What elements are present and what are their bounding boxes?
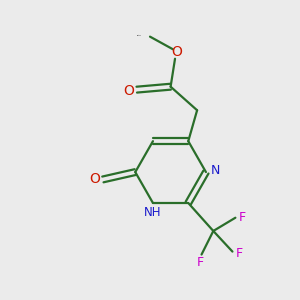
- Text: N: N: [211, 164, 220, 177]
- Text: O: O: [89, 172, 100, 186]
- Text: F: F: [236, 247, 242, 260]
- Text: NH: NH: [144, 206, 162, 219]
- Text: F: F: [196, 256, 204, 269]
- Text: methyl: methyl: [137, 34, 142, 36]
- Text: O: O: [171, 45, 182, 59]
- Text: F: F: [238, 211, 245, 224]
- Text: O: O: [123, 84, 134, 98]
